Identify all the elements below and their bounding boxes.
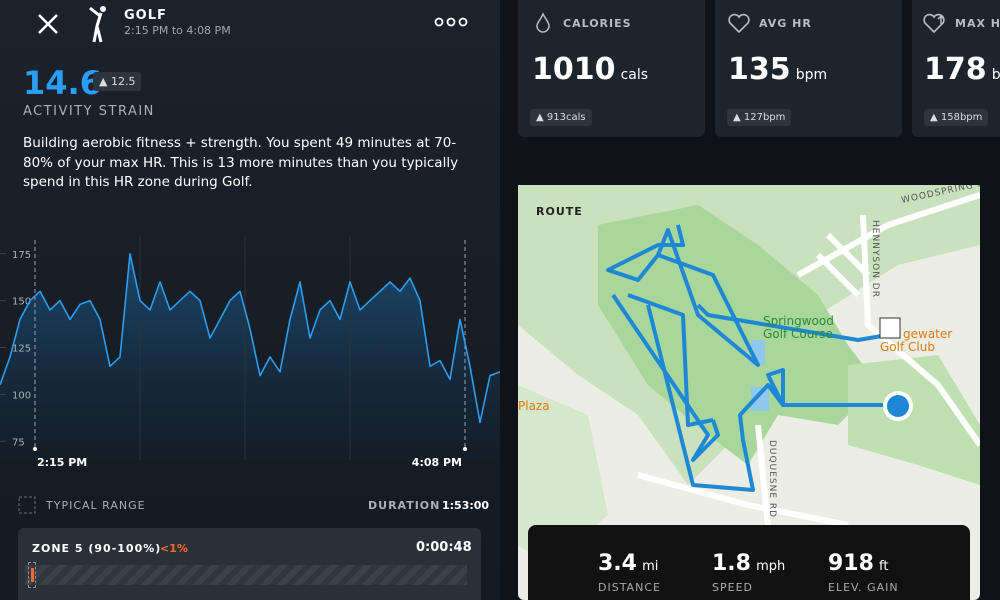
stat: 918 ft (828, 551, 888, 576)
typical-label: TYPICAL RANGE (46, 499, 146, 512)
zone-fill (31, 568, 34, 582)
place-label: Golf Club (880, 340, 935, 354)
zone-bar (25, 565, 467, 585)
hr-line (0, 253, 500, 424)
zone-time: 0:00:48 (416, 540, 472, 555)
stat-label: DISTANCE (598, 581, 661, 594)
place-label: Golf Course (763, 327, 833, 341)
typical: 127bpm (743, 112, 786, 123)
unit: ft (879, 559, 889, 574)
value: 3.4 (598, 551, 637, 576)
y-tick-label: 125 (12, 344, 31, 355)
value: 918 (828, 551, 874, 576)
value: 1010 (532, 52, 616, 87)
description: Building aerobic fitness + strength. You… (23, 135, 459, 190)
value: 135 (728, 52, 791, 87)
card-typical: ▲ 913cals (530, 109, 592, 126)
duration-value: 1:53:00 (442, 499, 490, 512)
y-tick-label: 175 (12, 250, 31, 261)
start-label: 2:15 PM (37, 456, 87, 469)
stat: 3.4 mi (598, 551, 658, 576)
duration-label: DURATION (368, 499, 441, 512)
stat-label: SPEED (712, 581, 753, 594)
unit: cals (620, 67, 649, 83)
card-label: AVG HR (759, 17, 812, 30)
activity-time: 2:15 PM to 4:08 PM (124, 24, 231, 37)
chart-frame (139, 235, 351, 460)
strain-previous: ▲ 12.5 (93, 72, 142, 91)
card-label: MAX HR (955, 17, 1000, 30)
card-value: 178 bpm (924, 52, 1000, 87)
finish-flag (879, 317, 901, 339)
strain-value: 14.6 (23, 64, 102, 102)
close-button[interactable] (36, 12, 60, 36)
y-tick-label: 100 (12, 390, 31, 401)
card-value: 1010 cals (532, 52, 648, 87)
street-label: HENNYSON DR (870, 220, 880, 298)
typical-icon (18, 496, 36, 514)
typical: 913cals (546, 112, 586, 123)
max-hr-icon (923, 13, 945, 34)
typical: 158bpm (940, 112, 983, 123)
stat: 1.8 mph (712, 551, 785, 576)
unit: mi (642, 559, 659, 574)
calories-icon (536, 12, 550, 33)
stats-panel (528, 525, 970, 600)
start-dot (33, 447, 37, 451)
zone-name: ZONE 5 (90-100%) (32, 542, 162, 555)
activity-title: GOLF (124, 8, 167, 23)
map-title: ROUTE (536, 205, 583, 218)
unit: mph (756, 559, 786, 574)
end-label: 4:08 PM (412, 456, 462, 469)
y-tick-label: 150 (12, 297, 31, 308)
place-label: gewater (903, 327, 952, 341)
unit: bpm (991, 67, 1000, 83)
unit: bpm (795, 67, 828, 83)
stat-label: ELEV. GAIN (828, 581, 899, 594)
strain-previous-value: 12.5 (110, 75, 136, 88)
golf-icon (89, 6, 106, 43)
card-typical: ▲ 158bpm (924, 109, 989, 126)
place-label: Springwood (763, 314, 834, 328)
card-label: CALORIES (563, 17, 632, 30)
card-typical: ▲ 127bpm (727, 109, 792, 126)
value: 178 (924, 52, 987, 87)
zone-card (18, 528, 481, 600)
value: 1.8 (712, 551, 751, 576)
y-tick-label: 75 (12, 437, 25, 448)
card-value: 135 bpm (728, 52, 827, 87)
end-dot (463, 447, 467, 451)
more-button[interactable] (434, 16, 470, 28)
strain-label: ACTIVITY STRAIN (23, 104, 155, 119)
hr-area (0, 253, 500, 460)
route-map: ROUTE WOODSPRING D HENNYSON DR Springwoo… (518, 185, 980, 600)
hr-chart: 2:15 PM 4:08 PM 75 100 125 150 175 (0, 235, 500, 469)
zone-share: <1% (160, 542, 188, 555)
zone-typical (28, 562, 36, 588)
place-label: Plaza (518, 399, 550, 413)
street-label: DUQUESNE RD (767, 440, 777, 518)
avg-hr-icon (728, 13, 750, 34)
